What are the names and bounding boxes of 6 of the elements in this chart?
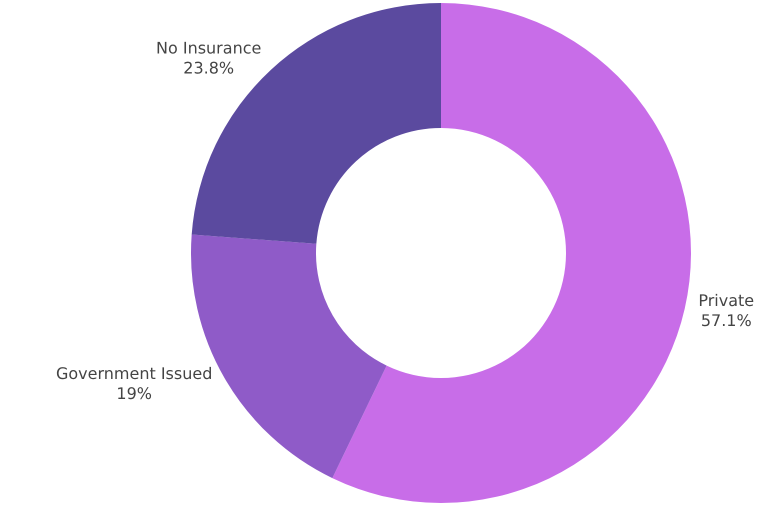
data-label: 23.8% [183, 58, 234, 78]
slice-label: No Insurance [156, 38, 262, 58]
data-label: 19% [116, 384, 152, 404]
slice-label: Government Issued [56, 364, 212, 384]
data-label: 57.1% [700, 311, 752, 330]
slice-label: Private [698, 291, 754, 310]
